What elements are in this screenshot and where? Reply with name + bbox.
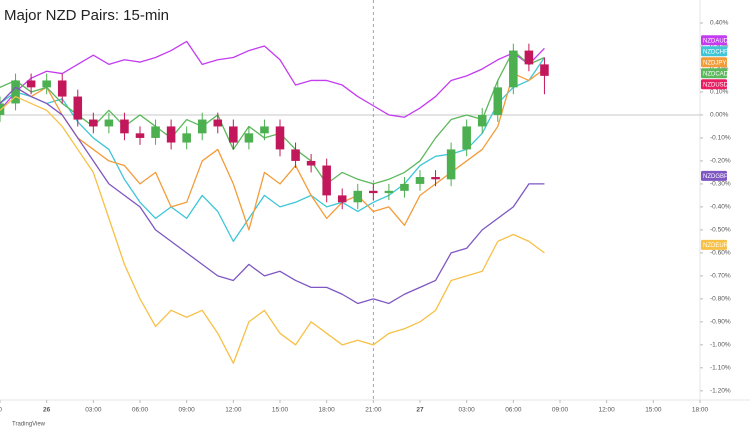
x-tick-label: 18:00 (319, 407, 336, 414)
candle-body (89, 119, 98, 127)
series-line (0, 40, 545, 118)
candle-body (415, 177, 425, 184)
legend-label: NZDAUD (703, 38, 729, 44)
candle-body (462, 126, 471, 150)
y-tick-label: 0.30% (710, 43, 729, 50)
candle-body (11, 80, 20, 104)
y-tick-label: -0.10% (710, 135, 731, 142)
legend-badge (701, 46, 727, 57)
y-tick-label: -0.90% (710, 319, 731, 326)
legend-badge (701, 79, 727, 90)
y-tick-label: -0.40% (710, 204, 731, 211)
y-tick-label: -0.20% (710, 158, 731, 165)
candle-body (509, 50, 518, 88)
candle-body (244, 133, 254, 143)
y-tick-label: 0.00% (710, 112, 729, 119)
candle-body (291, 149, 300, 161)
y-tick-label: 0.10% (710, 89, 729, 96)
legend-label: NZDCHF (703, 49, 728, 55)
candle-body (306, 160, 316, 166)
x-tick-label: 21:00 (365, 407, 382, 414)
y-tick-label: -0.50% (710, 227, 731, 234)
candle-body (166, 126, 176, 143)
candle-body (400, 183, 409, 191)
x-tick-label: 12:00 (225, 407, 242, 414)
candle-body (42, 80, 51, 88)
candle-body (353, 190, 363, 203)
candle-body (213, 119, 223, 127)
candle-body (73, 96, 83, 120)
chart-title: Major NZD Pairs: 15-min (4, 7, 169, 24)
legend-badge (701, 68, 727, 79)
candle-body (322, 165, 331, 196)
y-tick-label: -1.10% (710, 365, 731, 372)
candle-body (384, 190, 394, 194)
candle-body (26, 80, 36, 88)
y-tick-label: 0.40% (710, 20, 729, 27)
candle-body (120, 119, 129, 134)
legend-label: NZDGBP (703, 174, 728, 180)
y-tick-label: -0.80% (710, 296, 731, 303)
x-tick-label: 06:00 (132, 407, 149, 414)
legend-label: NZDUSD (703, 82, 729, 88)
candle-body (540, 64, 549, 76)
x-tick-label: 27 (416, 407, 424, 414)
x-tick-label: 0 (0, 407, 2, 414)
y-tick-label: -1.20% (710, 388, 731, 395)
watermark: TradingView (12, 422, 46, 428)
candle-body (182, 133, 191, 143)
y-tick-label: -0.70% (710, 273, 731, 280)
candle-body (275, 126, 285, 150)
legend-label: NZDCAD (703, 71, 729, 77)
legend-badge (701, 170, 727, 181)
candle-body (493, 87, 503, 115)
series-line (0, 86, 545, 305)
legend-badge (701, 57, 727, 68)
candle-body (229, 126, 238, 143)
x-tick-label: 09:00 (552, 407, 569, 414)
x-tick-label: 06:00 (505, 407, 522, 414)
x-tick-label: 18:00 (692, 407, 709, 414)
candle-body (151, 126, 160, 138)
candle-body (135, 133, 145, 138)
legend-badge (701, 35, 727, 46)
legend-label: NZDEUR (703, 243, 729, 249)
x-tick-label: 15:00 (272, 407, 289, 414)
candle-body (477, 114, 487, 127)
x-tick-label: 03:00 (459, 407, 476, 414)
candle-body (369, 190, 378, 194)
y-tick-label: -0.60% (710, 250, 731, 257)
candle-body (197, 119, 207, 134)
candle-body (104, 119, 114, 127)
candle-body (524, 50, 534, 65)
candle-body (446, 149, 456, 180)
y-tick-label: -0.30% (710, 181, 731, 188)
candle-body (57, 80, 67, 97)
candle-body (431, 177, 440, 180)
series-line (0, 95, 545, 364)
legend-badge (701, 239, 727, 250)
x-tick-label: 12:00 (599, 407, 616, 414)
legend-label: NZDJPY (703, 60, 726, 66)
x-tick-label: 15:00 (645, 407, 662, 414)
candle-body (260, 126, 269, 134)
x-tick-label: 26 (43, 407, 51, 414)
candle-body (337, 195, 347, 203)
x-tick-label: 03:00 (85, 407, 102, 414)
y-tick-label: -1.00% (710, 342, 731, 349)
x-tick-label: 09:00 (179, 407, 196, 414)
